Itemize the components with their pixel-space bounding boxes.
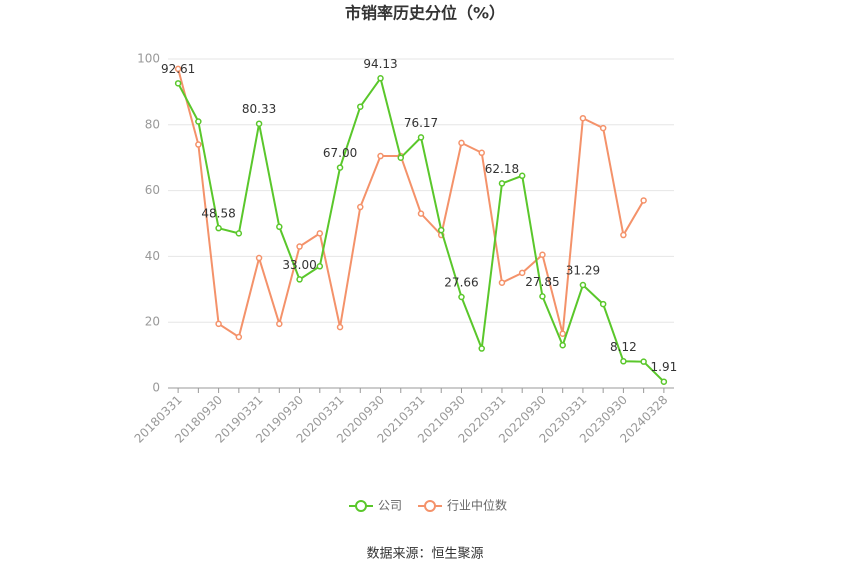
point: [316, 230, 324, 237]
point: [660, 378, 668, 385]
series-line: [177, 68, 645, 339]
point: [458, 293, 465, 301]
point: [620, 358, 627, 365]
point: [255, 120, 263, 127]
point: [539, 251, 546, 259]
data-label: 80.33: [242, 102, 276, 116]
y-tick-label: 20: [145, 315, 160, 329]
legend-marker: [355, 500, 367, 512]
point: [296, 276, 303, 283]
point: [478, 345, 485, 352]
point: [276, 320, 283, 328]
data-label: 92.61: [161, 62, 195, 76]
legend-label: 公司: [378, 499, 402, 513]
data-label: 1.91: [651, 360, 678, 374]
point: [195, 141, 202, 148]
point: [316, 263, 324, 270]
chart-title: 市销率历史分位（%）: [345, 4, 505, 23]
y-tick-label: 0: [152, 381, 160, 395]
point: [620, 231, 627, 239]
legend-item[interactable]: 公司: [349, 499, 402, 513]
data-label: 31.29: [566, 264, 600, 278]
point: [579, 114, 587, 122]
point: [336, 323, 344, 331]
point: [174, 65, 182, 73]
point: [377, 75, 384, 82]
point: [215, 320, 222, 328]
point: [478, 149, 485, 157]
data-label: 62.18: [485, 162, 519, 176]
point: [397, 154, 405, 161]
legend-marker: [424, 500, 437, 512]
point: [559, 330, 566, 337]
data-label: 27.66: [444, 275, 478, 289]
point: [235, 333, 243, 341]
y-tick-label: 60: [145, 183, 160, 197]
y-tick-label: 100: [137, 52, 160, 66]
data-label: 76.17: [404, 116, 438, 130]
point: [377, 152, 384, 160]
data-label: 33.00: [282, 258, 316, 272]
point: [255, 254, 263, 262]
point: [458, 139, 465, 147]
data-label: 48.58: [201, 207, 235, 221]
point: [357, 103, 364, 110]
point: [579, 281, 587, 289]
point: [336, 164, 344, 171]
point: [357, 203, 364, 211]
point: [498, 279, 506, 286]
point: [539, 293, 546, 300]
point: [599, 300, 607, 308]
point: [235, 230, 243, 237]
point: [518, 269, 526, 277]
source: 数据来源：恒生聚源: [366, 547, 483, 562]
point: [559, 341, 566, 349]
data-label: 94.13: [363, 57, 397, 71]
point: [437, 226, 445, 234]
point: [296, 243, 303, 250]
point: [518, 172, 526, 180]
y-tick-label: 40: [145, 249, 160, 263]
data-label: 8.12: [610, 340, 637, 354]
point: [195, 118, 202, 125]
point: [215, 224, 222, 232]
point: [498, 180, 506, 187]
point: [174, 80, 182, 87]
legend-item[interactable]: 行业中位数: [418, 498, 507, 513]
data-label: 27.85: [525, 275, 559, 289]
legend-label: 行业中位数: [447, 498, 507, 513]
point: [640, 197, 647, 204]
point: [417, 134, 425, 141]
point: [417, 210, 425, 217]
data-label: 67.00: [323, 146, 357, 160]
point: [276, 223, 283, 231]
y-tick-label: 80: [145, 117, 160, 131]
point: [640, 358, 647, 365]
point: [599, 124, 607, 132]
